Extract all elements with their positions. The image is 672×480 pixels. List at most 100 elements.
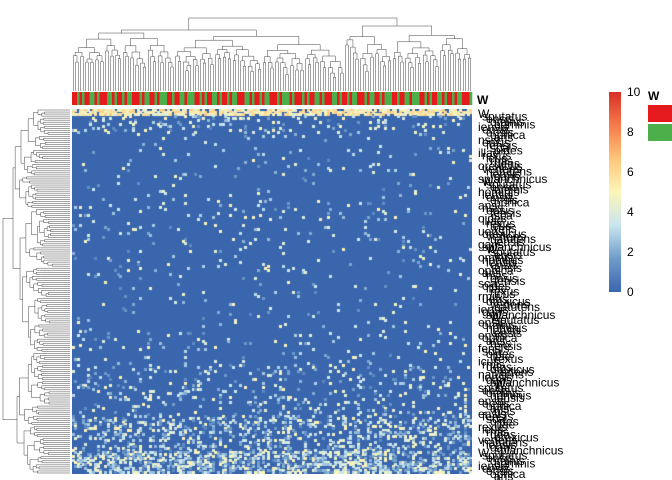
color-legend-tick-label: 6 (627, 165, 634, 179)
annotation-cell (352, 92, 355, 105)
annotation-cell (279, 92, 283, 105)
annotation-cell (142, 92, 145, 105)
row-label: vertens (490, 297, 529, 311)
annotation-cell (412, 92, 415, 105)
row-label: fensis (494, 274, 525, 288)
annotation-cell (112, 92, 115, 105)
annotation-cell (229, 92, 233, 105)
row-label: natutens (486, 164, 532, 178)
row-label: vertens (486, 230, 525, 244)
row-label: rexus (478, 420, 507, 434)
row-label: iensis (478, 303, 509, 317)
annotation-cell (114, 92, 118, 105)
row-label: W (490, 310, 502, 324)
row-label: natutens (478, 368, 524, 382)
annotation-cell (379, 92, 383, 105)
row-label: ensis (482, 396, 510, 410)
annotation-cell (402, 92, 405, 105)
row-label: splanchnicus (486, 308, 555, 322)
color-legend-bar (609, 92, 621, 292)
annotation-cell (407, 92, 410, 105)
annotation-cell (217, 92, 220, 105)
row-label: gans (486, 373, 512, 387)
row-label: iensis (482, 370, 513, 384)
row-label: gans (494, 170, 520, 184)
row-label: ophica (482, 331, 518, 345)
color-legend: 0 2 4 6 8 10 (609, 85, 641, 299)
annotation-cell (184, 92, 188, 105)
row-label: ophica (486, 399, 522, 413)
row-label: ensis (490, 258, 518, 272)
row-label: ensis (490, 193, 518, 207)
row-label: orexicus (494, 430, 539, 444)
annotation-cell (387, 92, 390, 105)
annotation-cell (354, 92, 358, 105)
annotation-cell (384, 92, 388, 105)
row-label: sca (486, 412, 505, 426)
annotation-cell (434, 92, 438, 105)
row-label: gans (482, 305, 508, 319)
row-label: ensis (482, 123, 510, 137)
row-label: hominis (478, 185, 519, 199)
annotation-cell (344, 92, 348, 105)
annotation-cell (204, 92, 208, 105)
annotation-cell (267, 92, 270, 105)
annotation-cell (337, 92, 340, 105)
row-label: hominis (494, 117, 535, 131)
annotation-cell (382, 92, 385, 105)
annotation-cell (364, 92, 368, 105)
annotation-cell (329, 92, 333, 105)
row-label: ans (490, 402, 509, 416)
row-label: ensis (482, 136, 510, 150)
annotation-cell (322, 92, 325, 105)
annotation-cell (222, 92, 225, 105)
annotation-cell (249, 92, 253, 105)
row-label: ans (478, 198, 497, 212)
row-label: sca (494, 209, 513, 223)
row-label: ensis (482, 383, 510, 397)
annotation-cell (339, 92, 343, 105)
annotation-cell (419, 92, 423, 105)
row-label: orexicus (486, 295, 531, 309)
row-label: sca (490, 141, 509, 155)
row-label: ensis (486, 190, 514, 204)
annotation-cell (152, 92, 155, 105)
row-label: sputatus (494, 313, 539, 327)
color-legend-tick-label: 8 (627, 125, 634, 139)
row-label: hominis (494, 456, 535, 470)
annotation-cell (282, 92, 285, 105)
row-label: oides (490, 415, 519, 429)
row-label: ensis (482, 462, 510, 476)
annotation-cell (172, 92, 175, 105)
row-label: rmis (486, 425, 509, 439)
annotation-cell (192, 92, 195, 105)
row-label: iensis (482, 188, 513, 202)
annotation-cell (324, 92, 328, 105)
row-label: ophica (478, 263, 514, 277)
row-label: splanchnicus (482, 240, 551, 254)
annotation-cell (307, 92, 310, 105)
row-label: ensis (486, 464, 514, 478)
annotation-cell (219, 92, 223, 105)
row-label: illae (494, 417, 516, 431)
annotation-cell (117, 92, 120, 105)
row-label: uens (478, 224, 504, 238)
annotation-cell (84, 92, 88, 105)
row-label: gans (490, 441, 516, 455)
annotation-cell (124, 92, 128, 105)
row-label: rmis (482, 357, 505, 371)
annotation-cell (179, 92, 183, 105)
row-label: oides (482, 279, 511, 293)
row-label: nsis (482, 201, 503, 215)
annotation-cell (242, 92, 245, 105)
row-label: illae (478, 146, 500, 160)
annotation-cell (109, 92, 113, 105)
row-label: sputatus (490, 245, 535, 259)
annotation-cell (274, 92, 278, 105)
row-label: iensis (478, 120, 509, 134)
annotation-cell (299, 92, 303, 105)
annotation-cell (79, 92, 83, 105)
annotation-cell (247, 92, 250, 105)
annotation-cell (182, 92, 185, 105)
annotation-cell (259, 92, 263, 105)
